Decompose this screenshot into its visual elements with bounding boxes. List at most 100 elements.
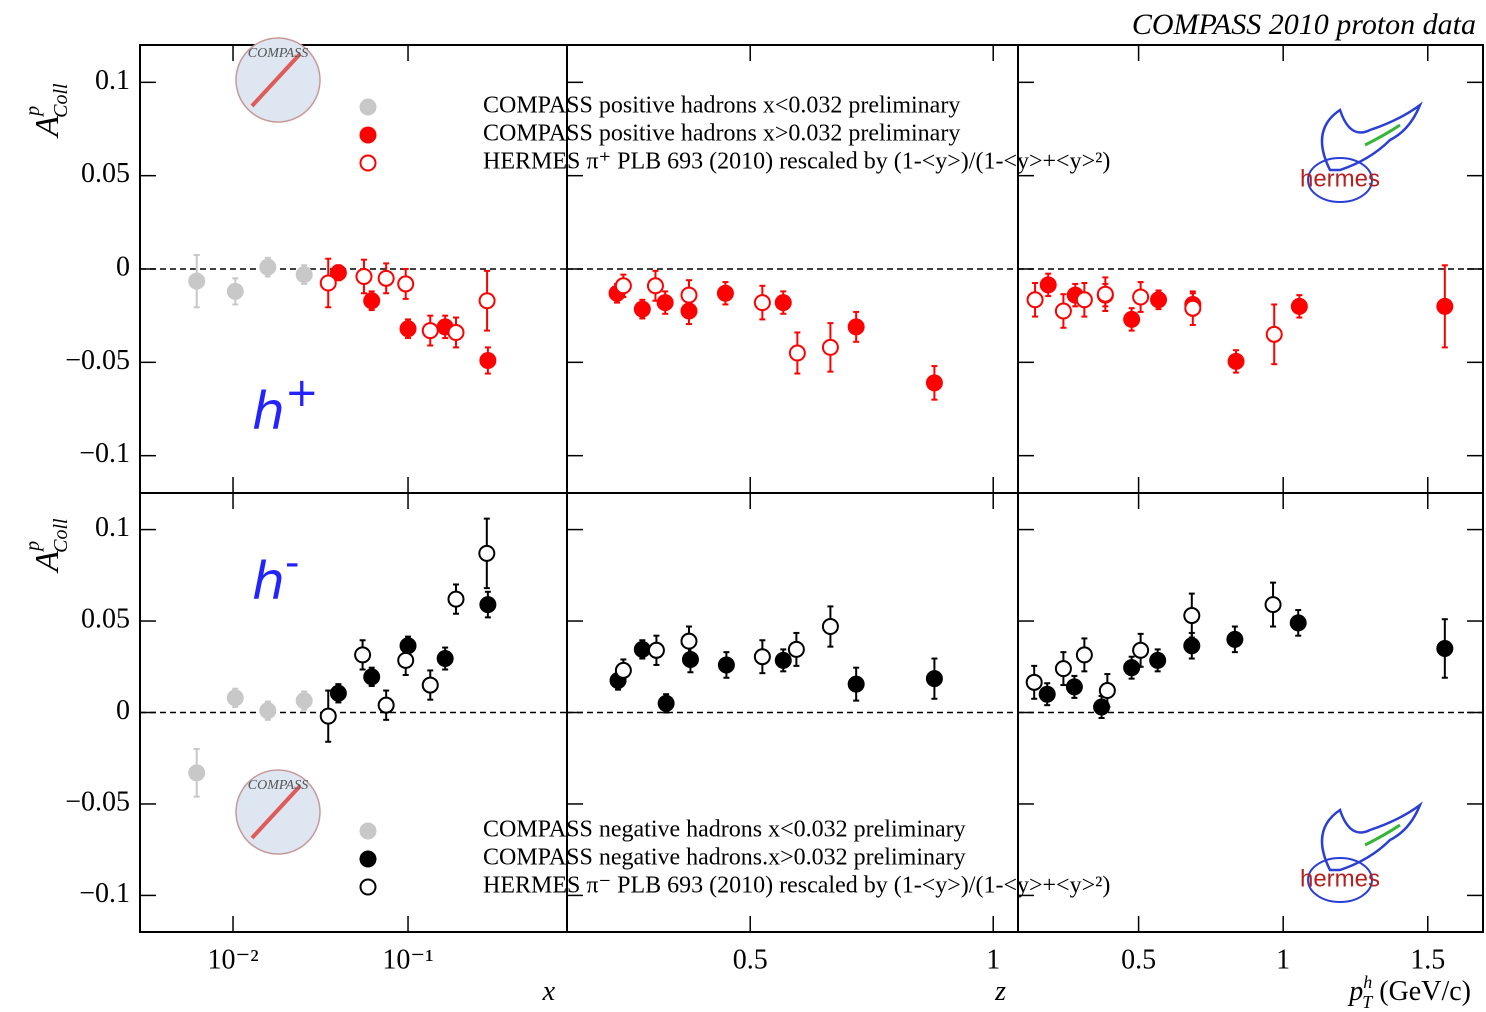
legend-marker [359, 98, 377, 116]
data-point [847, 675, 865, 693]
data-point [421, 676, 439, 694]
data-point [319, 274, 337, 292]
data-point [1290, 297, 1308, 315]
data-point [188, 272, 206, 290]
data-point [1226, 630, 1244, 648]
data-point [847, 318, 865, 336]
data-point [397, 651, 415, 669]
data-point [925, 374, 943, 392]
x-tick-label: 1 [986, 944, 1000, 975]
data-point [1183, 637, 1201, 655]
hermes-logo-body [1307, 157, 1373, 203]
data-point [377, 696, 395, 714]
x-tick-label: 1.5 [1410, 944, 1445, 975]
data-point [1132, 288, 1150, 306]
data-point [226, 689, 244, 707]
data-point [633, 640, 651, 658]
panel-label-text: h [252, 382, 285, 442]
x-label-main: p [1347, 976, 1363, 1007]
data-point [1436, 297, 1454, 315]
x-tick-label: 10⁻² [207, 944, 258, 975]
compass-needle [250, 784, 302, 840]
x-tick-label: 10⁻¹ [382, 944, 433, 975]
data-point [716, 284, 734, 302]
legend-marker [359, 850, 377, 868]
y-label-main: A [29, 551, 66, 574]
y-label-main: A [29, 116, 66, 139]
compass-logo-text: COMPASS [248, 778, 308, 793]
data-point [1264, 596, 1282, 614]
data-point [925, 670, 943, 688]
data-point [681, 650, 699, 668]
legend-label: COMPASS positive hadrons x>0.032 prelimi… [483, 121, 960, 147]
data-point [1289, 614, 1307, 632]
data-point [478, 292, 496, 310]
y-tick-label: 0.1 [95, 65, 130, 96]
data-point [1436, 639, 1454, 657]
chart-title: COMPASS 2010 proton data [1132, 8, 1476, 41]
y-tick-label: −0.1 [79, 438, 130, 469]
legend-label: COMPASS negative hadrons x<0.032 prelimi… [483, 817, 966, 843]
legend-marker [359, 878, 377, 896]
data-point [821, 618, 839, 636]
data-point [354, 646, 372, 664]
data-point [680, 632, 698, 650]
data-point [1149, 651, 1167, 669]
x-axis-label: x [542, 976, 556, 1007]
data-point [259, 258, 277, 276]
data-point [1098, 682, 1116, 700]
data-point [753, 294, 771, 312]
data-point [363, 668, 381, 686]
hermes-logo-accent [1364, 123, 1401, 147]
data-point [657, 694, 675, 712]
data-point [329, 264, 347, 282]
data-point [319, 707, 337, 725]
data-point [774, 294, 792, 312]
y-tick-label: −0.1 [79, 878, 130, 909]
data-point [1183, 607, 1201, 625]
x-axis-label: z [994, 976, 1006, 1007]
data-point [821, 338, 839, 356]
data-point [479, 351, 497, 369]
data-point [1054, 660, 1072, 678]
y-tick-label: −0.05 [65, 345, 130, 376]
legend-label: HERMES π⁺ PLB 693 (2010) rescaled by (1-… [483, 149, 1110, 175]
hermes-logo-accent [1364, 823, 1401, 847]
y-axis-label: Ap Coll [22, 83, 72, 139]
y-label-sub: Coll [50, 83, 72, 118]
data-point [421, 322, 439, 340]
data-point [647, 641, 665, 659]
legend-marker [359, 154, 377, 172]
data-point [1039, 276, 1057, 294]
data-point [1132, 641, 1150, 659]
x-tick-label: 0.5 [1121, 944, 1156, 975]
data-point [656, 294, 674, 312]
data-point [717, 656, 735, 674]
panel-label-text: h [252, 552, 285, 612]
data-point [774, 651, 792, 669]
data-point [1265, 325, 1283, 343]
y-label-sup: p [22, 541, 44, 553]
hermes-logo-wing [1320, 101, 1423, 172]
hermes-logo-text: hermes [1300, 165, 1380, 192]
data-point [1123, 310, 1141, 328]
data-point [259, 702, 277, 720]
x-label-main: z [994, 976, 1006, 1007]
data-point [436, 650, 454, 668]
data-point [1038, 685, 1056, 703]
data-point [633, 300, 651, 318]
hermes-logo-text: hermes [1300, 865, 1380, 892]
data-point [614, 661, 632, 679]
panel-label: h+ [252, 370, 318, 442]
data-point [753, 648, 771, 666]
data-point [1026, 291, 1044, 309]
y-label-sup: p [22, 106, 44, 118]
x-label-unit: (GeV/c) [1372, 976, 1471, 1007]
data-point [787, 640, 805, 658]
data-point [1025, 673, 1043, 691]
x-label-sub: T [1362, 992, 1374, 1012]
y-tick-label: 0 [116, 251, 130, 282]
x-tick-label: 0.5 [733, 944, 768, 975]
